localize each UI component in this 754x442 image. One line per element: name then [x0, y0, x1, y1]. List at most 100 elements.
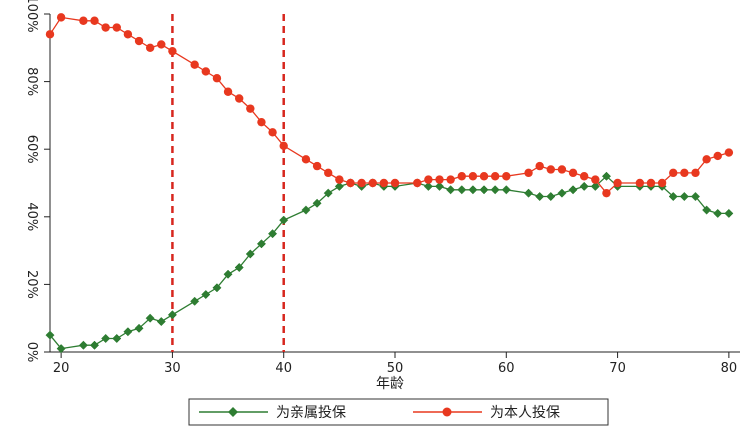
x-tick-label: 80	[721, 361, 738, 376]
data-point	[702, 155, 711, 164]
data-point	[157, 40, 166, 49]
y-tick-label: 0%	[24, 342, 39, 363]
data-point	[346, 178, 355, 188]
data-point	[557, 188, 567, 198]
data-point	[368, 178, 377, 188]
data-point	[112, 333, 122, 344]
data-point	[680, 168, 689, 178]
data-point	[167, 310, 177, 320]
data-point	[101, 333, 111, 344]
data-point	[201, 67, 211, 76]
data-point	[134, 323, 144, 333]
data-point	[234, 94, 244, 103]
legend-marker-relatives	[228, 407, 238, 417]
data-point	[446, 175, 455, 184]
data-point	[557, 165, 567, 174]
legend-label-self: 为本人投保	[490, 405, 560, 421]
data-point	[713, 208, 723, 218]
data-point	[479, 185, 489, 195]
data-point	[190, 296, 200, 306]
x-axis-label: 年龄	[376, 376, 404, 392]
data-point	[279, 215, 289, 225]
data-point	[713, 151, 722, 161]
data-point	[479, 172, 489, 181]
y-tick-label: 60%	[24, 135, 39, 164]
data-point	[257, 117, 266, 127]
data-point	[212, 74, 222, 83]
data-point	[669, 168, 678, 178]
data-point	[323, 188, 333, 198]
data-point	[245, 249, 255, 259]
data-point	[646, 178, 656, 188]
data-point	[379, 178, 389, 188]
series-line	[49, 175, 729, 350]
data-point	[312, 161, 322, 171]
data-point	[602, 188, 611, 198]
data-point	[168, 46, 177, 56]
data-point	[457, 185, 467, 195]
x-tick-label: 60	[498, 361, 515, 376]
legend: 为亲属投保 为本人投保	[188, 398, 609, 426]
data-point	[591, 175, 600, 184]
data-point	[524, 168, 533, 178]
data-point	[123, 30, 133, 39]
data-point	[134, 36, 144, 46]
data-point	[690, 191, 701, 202]
data-point	[56, 13, 66, 22]
data-point	[601, 171, 612, 181]
data-point	[423, 181, 433, 191]
data-point	[145, 313, 155, 323]
data-point	[523, 188, 534, 198]
data-point	[724, 208, 734, 218]
reference-lines	[171, 14, 285, 352]
data-point	[579, 181, 589, 191]
data-point	[145, 43, 155, 52]
data-point	[334, 181, 344, 191]
x-tick-label: 30	[164, 361, 181, 376]
data-point	[468, 172, 478, 181]
data-point	[446, 185, 456, 195]
data-point	[468, 185, 478, 195]
data-point	[312, 198, 322, 208]
data-point	[490, 185, 500, 195]
plot-area	[45, 13, 734, 354]
data-point	[223, 87, 233, 96]
data-point	[79, 16, 88, 25]
data-point	[156, 317, 166, 327]
data-point	[45, 330, 55, 340]
y-tick-label: 20%	[24, 270, 39, 299]
legend-label-relatives: 为亲属投保	[276, 405, 346, 421]
data-point	[635, 178, 645, 188]
data-point	[546, 165, 556, 174]
data-point	[691, 168, 700, 178]
data-point	[56, 344, 66, 354]
data-point	[212, 283, 222, 293]
x-tick-label: 20	[53, 361, 70, 376]
axes: 20 30 40 50 60 70 80 0% 20% 40% 60% 80% 100%	[24, 0, 740, 376]
data-point	[279, 141, 288, 151]
data-point	[568, 185, 578, 195]
data-point	[256, 239, 267, 249]
data-point	[535, 191, 545, 202]
data-point	[301, 205, 311, 215]
y-tick-label: 40%	[24, 202, 39, 231]
data-point	[613, 178, 622, 188]
data-point	[413, 178, 422, 188]
data-point	[201, 289, 211, 300]
x-tick-label: 50	[387, 361, 404, 376]
data-point	[234, 262, 244, 273]
series-line	[49, 16, 730, 195]
data-point	[45, 30, 55, 39]
data-point	[501, 185, 511, 195]
x-tick-label: 70	[609, 361, 626, 376]
data-point	[324, 168, 333, 178]
data-point	[535, 161, 544, 171]
x-tick-label: 40	[275, 361, 292, 376]
legend-marker-self	[442, 407, 452, 417]
data-point	[424, 175, 433, 184]
data-point	[502, 172, 511, 181]
y-tick-label: 80%	[24, 67, 39, 96]
data-point	[679, 191, 689, 202]
y-tick-label: 100%	[24, 0, 39, 33]
data-point	[335, 175, 344, 184]
